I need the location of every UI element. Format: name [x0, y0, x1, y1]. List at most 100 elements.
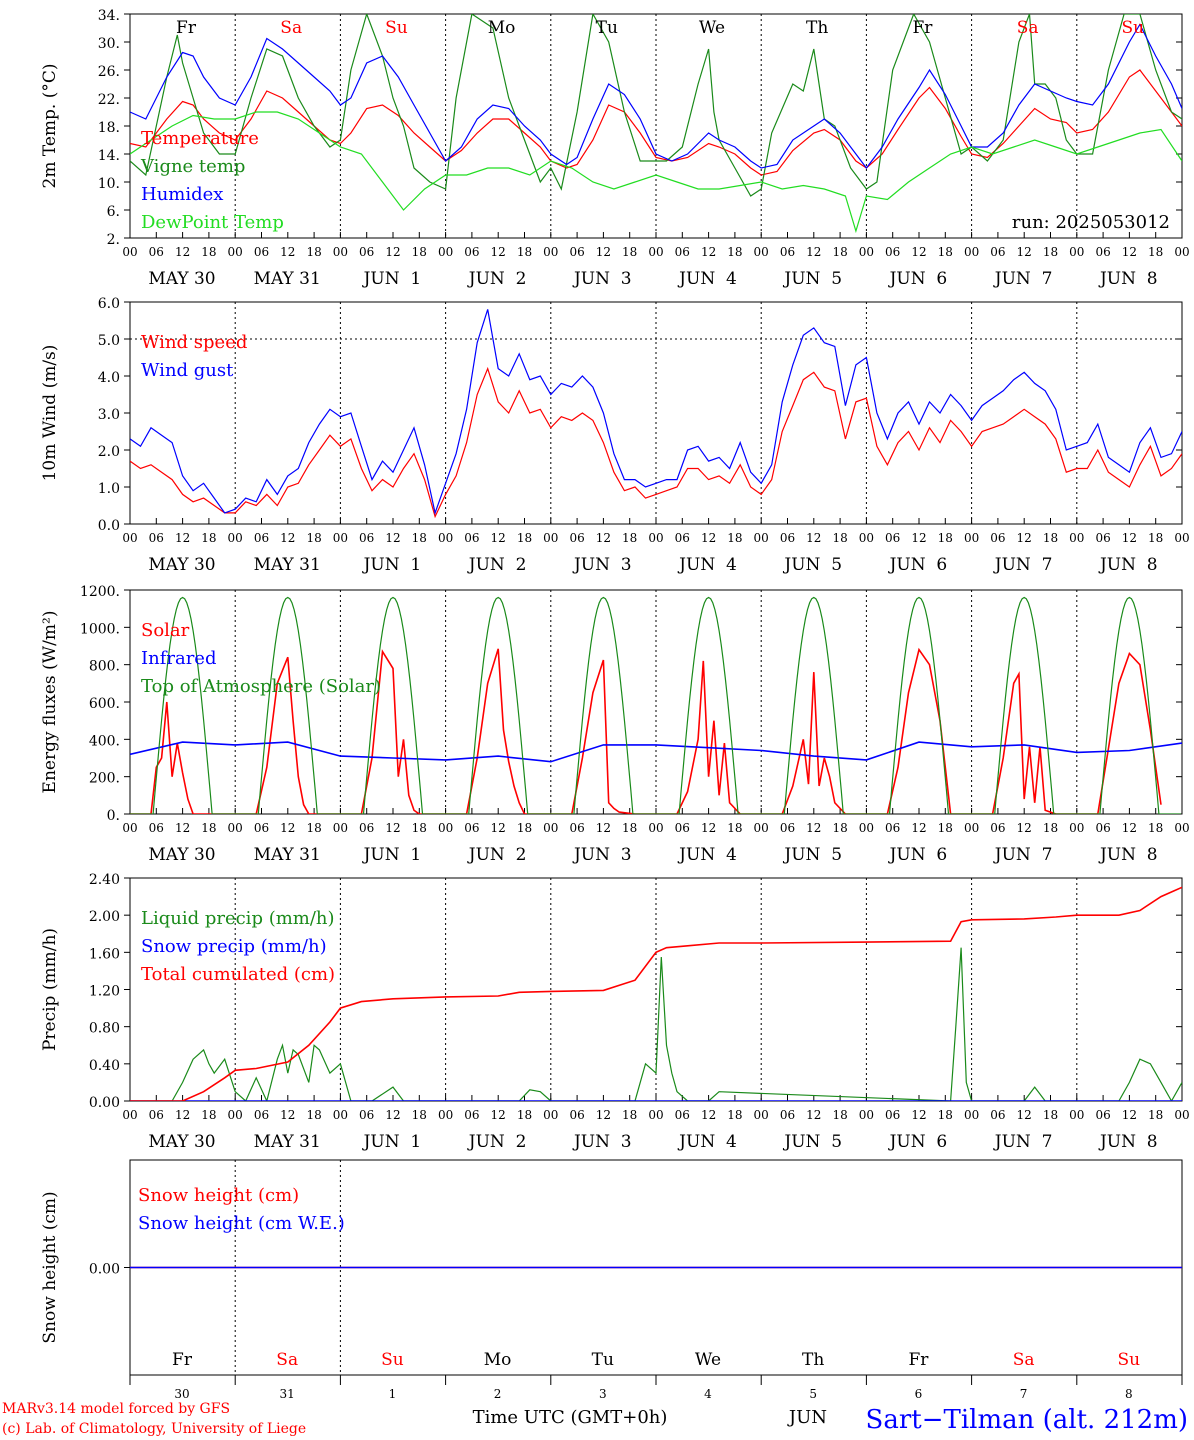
hour-label: 18: [1043, 245, 1058, 259]
hour-label: 06: [359, 1108, 374, 1122]
hour-label: 06: [780, 531, 795, 545]
hour-label: 18: [938, 245, 953, 259]
hour-label: 00: [754, 821, 769, 835]
date-label: JUN 5: [782, 269, 842, 289]
hour-label: 18: [1148, 245, 1163, 259]
date-label: JUN 1: [362, 269, 422, 289]
date-label: JUN 2: [467, 269, 527, 289]
hour-label: 12: [1017, 1108, 1032, 1122]
date-label: JUN 2: [467, 1132, 527, 1152]
y-tick-label: 30.: [98, 36, 120, 52]
day-number: 30: [174, 1387, 189, 1401]
y-axis-label: Precip (mm/h): [40, 928, 60, 1051]
hour-label: 06: [780, 821, 795, 835]
hour-label: 12: [701, 1108, 716, 1122]
hour-label: 12: [701, 821, 716, 835]
date-label: JUN 6: [888, 845, 948, 865]
y-tick-label: 4.0: [98, 370, 120, 386]
hour-label: 06: [254, 531, 269, 545]
legend-entry: Top of Atmosphere (Solar): [141, 676, 381, 697]
hour-label: 12: [701, 531, 716, 545]
date-label: JUN 4: [677, 269, 737, 289]
y-tick-label: 0.0: [98, 518, 120, 534]
y-tick-label: 0.80: [89, 1021, 120, 1037]
hour-label: 18: [938, 531, 953, 545]
y-tick-label: 800.: [89, 659, 120, 675]
date-label: JUN 2: [467, 845, 527, 865]
hour-label: 06: [359, 821, 374, 835]
y-tick-label: 2.0: [98, 444, 120, 460]
hour-label: 18: [727, 1108, 742, 1122]
y-axis-label: Snow height (cm): [40, 1191, 60, 1343]
y-tick-label: 14.: [98, 148, 120, 164]
series-line-total-cumulated-cm-: [130, 886, 1182, 1101]
series-line-liquid-precip-mm-h-: [130, 947, 1182, 1101]
y-tick-label: 2.: [107, 232, 120, 248]
y-tick-label: 3.0: [98, 407, 120, 423]
hour-label: 06: [1095, 531, 1110, 545]
series-line-solar: [130, 647, 1162, 814]
hour-label: 12: [175, 1108, 190, 1122]
legend-entry: Total cumulated (cm): [141, 964, 335, 985]
series-line-wind-speed: [130, 366, 1182, 519]
day-number: 4: [704, 1387, 712, 1401]
legend-entry: Solar: [141, 620, 190, 641]
hour-label: 06: [675, 821, 690, 835]
hour-label: 06: [464, 245, 479, 259]
date-label: JUN 6: [888, 555, 948, 575]
hour-label: 00: [122, 245, 137, 259]
hour-label: 12: [806, 1108, 821, 1122]
date-label: JUN 1: [362, 1132, 422, 1152]
legend-entry: Snow height (cm): [138, 1185, 299, 1206]
weekday-label: Sa: [276, 1350, 298, 1370]
hour-label: 00: [543, 1108, 558, 1122]
weekday-label: We: [699, 18, 725, 38]
date-label: JUN 7: [993, 1132, 1053, 1152]
hour-label: 00: [333, 245, 348, 259]
y-tick-label: 22.: [98, 92, 120, 108]
hour-label: 12: [1122, 245, 1137, 259]
date-label: MAY 31: [254, 845, 321, 865]
date-label: JUN 3: [572, 1132, 632, 1152]
hour-label: 00: [438, 1108, 453, 1122]
series-group: [130, 14, 1182, 234]
hour-label: 00: [1174, 1108, 1189, 1122]
hour-label: 12: [1122, 821, 1137, 835]
weekday-label: We: [695, 1350, 721, 1370]
hour-label: 06: [885, 531, 900, 545]
credit-line-2: (c) Lab. of Climatology, University of L…: [2, 1421, 306, 1437]
hour-label: 18: [622, 821, 637, 835]
date-label: JUN 7: [993, 269, 1053, 289]
hour-label: 00: [1069, 1108, 1084, 1122]
day-number: 5: [809, 1387, 817, 1401]
hour-label: 18: [622, 531, 637, 545]
date-label: MAY 31: [254, 1132, 321, 1152]
hour-label: 12: [806, 531, 821, 545]
y-tick-label: 34.: [98, 8, 120, 24]
hour-label: 12: [385, 1108, 400, 1122]
hour-label: 12: [385, 531, 400, 545]
weekday-label: Su: [1121, 18, 1144, 38]
date-label: MAY 30: [148, 1132, 215, 1152]
station-name: Sart−Tilman (alt. 212m): [866, 1405, 1188, 1435]
y-tick-label: 400.: [89, 733, 120, 749]
hour-label: 18: [201, 531, 216, 545]
legend-entry: Vigne temp: [140, 156, 245, 177]
run-label: run: 2025053012: [1012, 212, 1170, 233]
weekday-label: Fr: [912, 18, 933, 38]
hour-label: 00: [543, 531, 558, 545]
date-label: JUN 6: [888, 1132, 948, 1152]
hour-label: 12: [596, 531, 611, 545]
hour-label: 00: [333, 821, 348, 835]
hour-label: 12: [385, 245, 400, 259]
bottom-stray-label: JUN: [787, 1407, 827, 1428]
hour-label: 06: [885, 821, 900, 835]
hour-label: 00: [964, 245, 979, 259]
series-line-wind-gust: [130, 309, 1182, 516]
hour-label: 18: [1043, 821, 1058, 835]
hour-label: 06: [254, 245, 269, 259]
hour-label: 00: [648, 1108, 663, 1122]
hour-label: 00: [1174, 821, 1189, 835]
hour-label: 00: [859, 531, 874, 545]
hour-label: 00: [648, 821, 663, 835]
